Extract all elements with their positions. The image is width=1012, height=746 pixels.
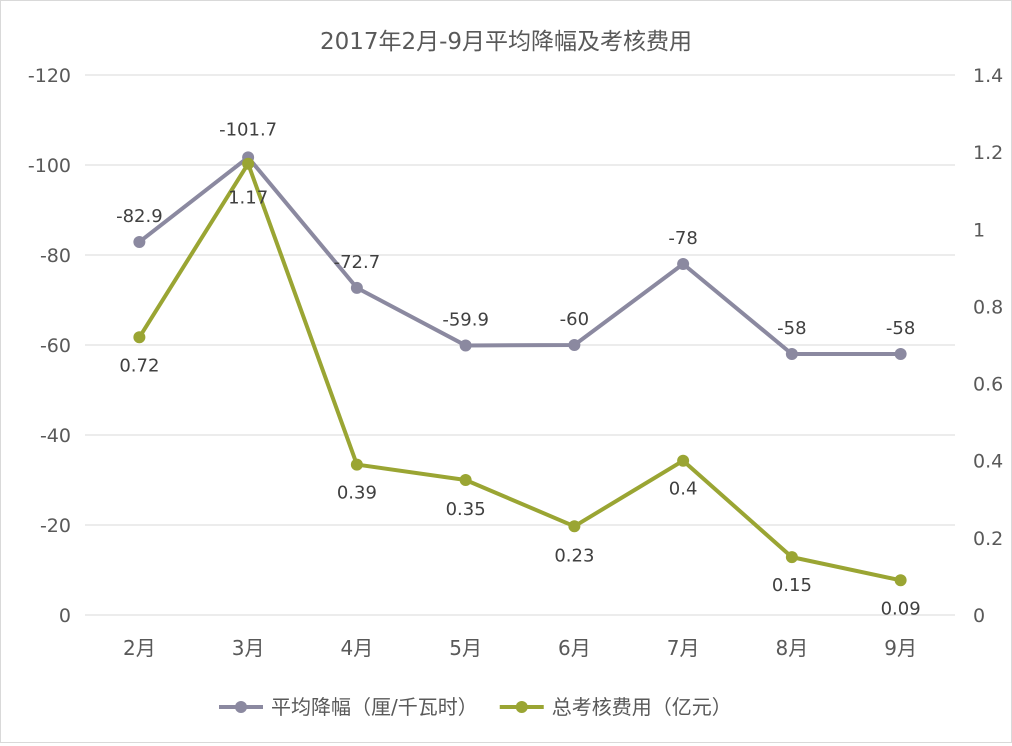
x-tick-label: 2月: [123, 636, 156, 660]
left-tick-label: -100: [28, 155, 71, 177]
data-label: -58: [777, 318, 806, 339]
gridlines: [85, 74, 955, 616]
data-point: [894, 348, 907, 360]
data-point: [350, 458, 363, 471]
left-tick-label: -40: [40, 425, 71, 447]
right-tick-label: 1.2: [973, 142, 1003, 164]
x-tick-label: 4月: [341, 636, 374, 660]
series-line: [137, 155, 903, 356]
x-tick-label: 8月: [776, 636, 809, 660]
legend: 平均降幅（厘/千瓦时） 总考核费用（亿元）: [219, 695, 732, 719]
legend-label: 总考核费用（亿元）: [552, 695, 732, 719]
data-point: [785, 551, 798, 564]
data-labels: -82.9 -101.7 -72.7 -59.9 -60 -78 -58 -58 0.72 1.1…: [116, 119, 921, 619]
x-tick-label: 9月: [884, 636, 917, 660]
series: [133, 151, 907, 587]
data-point: [568, 339, 581, 351]
right-tick-label: 0.8: [973, 296, 1003, 318]
data-point: [133, 235, 146, 248]
right-tick-label: 1.4: [973, 65, 1003, 87]
x-tick-label: 5月: [449, 636, 482, 660]
data-point: [133, 331, 146, 344]
left-tick-label: 0: [59, 605, 71, 627]
right-tick-label: 0.4: [973, 451, 1003, 473]
data-point: [459, 474, 472, 486]
data-label: -78: [668, 228, 697, 249]
data-label: -60: [560, 309, 589, 330]
right-tick-label: 1: [973, 219, 985, 241]
data-label: 0.39: [337, 483, 377, 504]
data-label: -72.7: [334, 252, 381, 273]
data-point: [894, 574, 907, 587]
legend-label: 平均降幅（厘/千瓦时）: [271, 695, 478, 719]
data-label: 0.72: [119, 355, 159, 376]
right-tick-label: 0: [973, 605, 985, 627]
right-axis: 1.4 1.2 1 0.8 0.6 0.4 0.2 0: [973, 65, 1003, 627]
legend-swatch-marker: [515, 701, 528, 713]
left-axis: -120 -100 -80 -60 -40 -20 0: [28, 65, 71, 627]
data-point: [350, 281, 363, 294]
x-tick-label: 3月: [232, 636, 265, 660]
data-point: [459, 339, 472, 352]
x-tick-label: 7月: [667, 636, 700, 660]
data-label: 0.4: [669, 479, 698, 500]
left-tick-label: -120: [28, 65, 71, 87]
data-point: [568, 520, 581, 533]
data-label: -101.7: [219, 119, 277, 140]
x-axis: 2月 3月 4月 5月 6月 7月 8月 9月: [123, 636, 917, 660]
data-label: -82.9: [116, 206, 163, 227]
data-point: [785, 348, 798, 360]
data-label: 0.09: [881, 598, 921, 619]
left-tick-label: -20: [40, 515, 71, 537]
legend-swatch-marker: [235, 701, 247, 713]
right-tick-label: 0.2: [973, 528, 1003, 550]
data-label: 0.35: [446, 499, 486, 520]
data-point: [677, 258, 690, 270]
data-label: -58: [886, 318, 915, 339]
data-label: -59.9: [442, 309, 489, 330]
right-tick-label: 0.6: [973, 374, 1003, 396]
x-tick-label: 6月: [558, 636, 591, 660]
chart-title: 2017年2月-9月平均降幅及考核费用: [320, 29, 692, 55]
series-line: [137, 161, 903, 583]
data-label: 0.15: [772, 575, 812, 596]
left-tick-label: -80: [40, 245, 71, 267]
data-label: 1.17: [228, 188, 268, 209]
left-tick-label: -60: [40, 335, 71, 357]
data-label: 0.23: [554, 545, 594, 566]
data-point: [677, 454, 690, 467]
data-point: [242, 157, 255, 170]
